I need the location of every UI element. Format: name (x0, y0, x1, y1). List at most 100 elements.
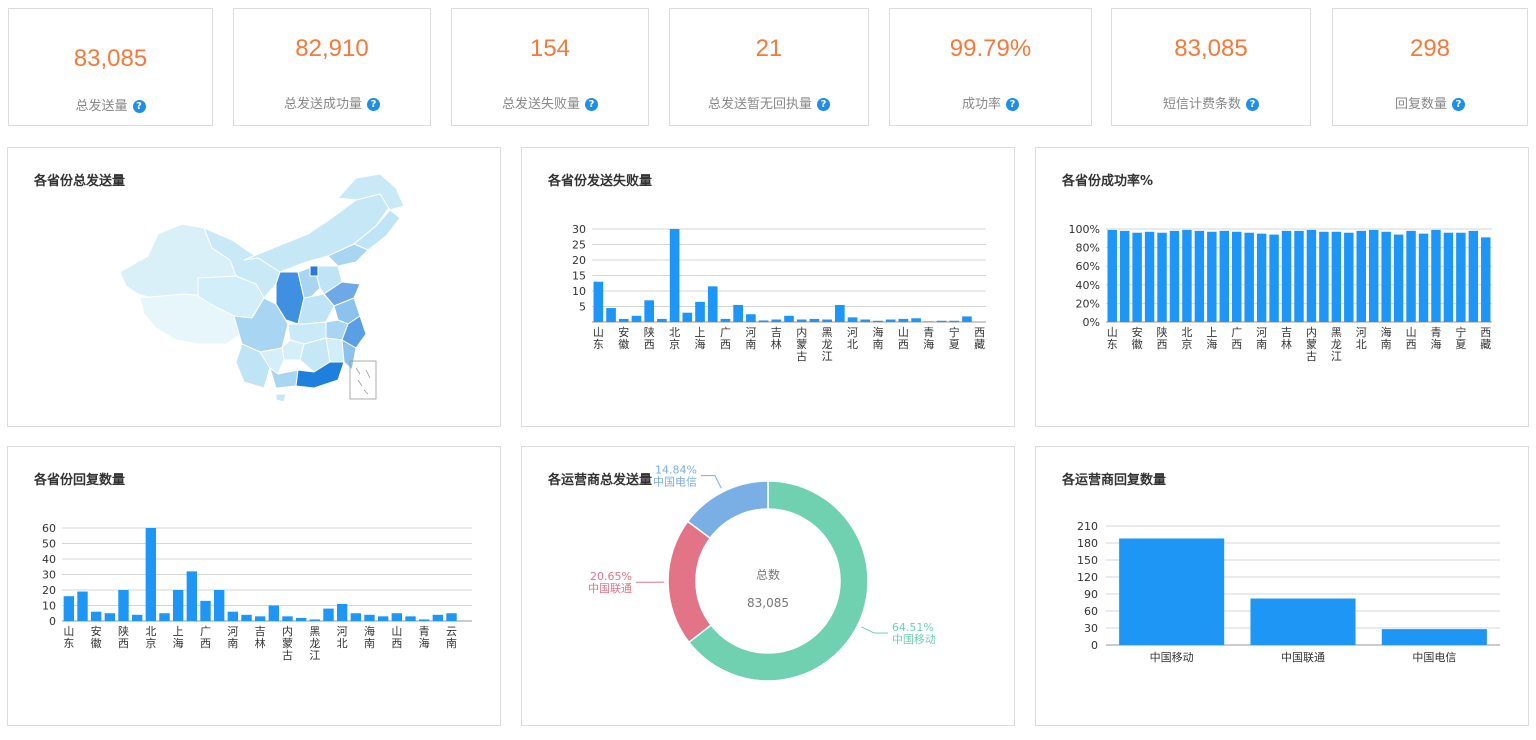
kpi-value: 83,085 (1174, 35, 1248, 62)
y-tick-label: 50 (42, 538, 56, 551)
bar (309, 619, 321, 621)
bar (847, 317, 858, 322)
map-region[interactable] (309, 265, 319, 277)
map-region[interactable] (269, 367, 299, 389)
map-region[interactable] (327, 243, 369, 267)
y-tick-label: 30 (42, 569, 56, 582)
bar (962, 316, 972, 322)
y-tick-label: 25 (572, 239, 586, 252)
bar (1406, 230, 1416, 322)
y-tick-label: 5 (579, 301, 586, 314)
map-region[interactable] (275, 393, 287, 403)
map-region[interactable] (341, 339, 357, 371)
slice-name-label: 中国联通 (588, 582, 632, 595)
y-tick-label: 120 (1077, 571, 1098, 584)
x-tick-label: 中国移动 (1150, 651, 1194, 664)
kpi-label: 总发送暂无回执量 (707, 97, 812, 112)
panel-province-map: 各省份总发送量 (7, 147, 501, 427)
help-icon[interactable]: ? (132, 100, 146, 113)
help-icon[interactable]: ? (1246, 98, 1259, 111)
bar (364, 614, 375, 621)
bar (771, 319, 782, 322)
x-tick-label: 陕西 (644, 325, 655, 351)
bar (227, 611, 239, 621)
bar (336, 603, 348, 621)
bar (268, 605, 280, 621)
x-tick-label: 内蒙古 (1306, 325, 1317, 363)
donut-slice (667, 520, 713, 644)
help-icon[interactable]: ? (585, 98, 598, 111)
bar (63, 596, 75, 621)
y-tick-label: 210 (1077, 520, 1098, 533)
y-tick-label: 80% (1076, 242, 1100, 255)
bar (1207, 231, 1217, 322)
kpi-card-no-receipt: 21 总发送暂无回执量? (669, 8, 869, 126)
bar (1319, 231, 1329, 322)
help-icon[interactable]: ? (1006, 98, 1019, 111)
bar (873, 320, 883, 322)
y-tick-label: 60% (1076, 260, 1100, 273)
bar (1144, 231, 1155, 322)
panel-title: 各省份回复数量 (34, 473, 126, 488)
x-tick-label: 陕西 (118, 624, 129, 650)
bar (1194, 230, 1205, 322)
bar (159, 613, 170, 621)
bar (822, 319, 832, 322)
x-tick-label: 宁夏 (949, 325, 960, 351)
china-map[interactable] (8, 148, 502, 428)
bar (200, 600, 211, 621)
bar (446, 613, 457, 621)
help-icon[interactable]: ? (817, 98, 830, 111)
y-tick-label: 40 (42, 553, 56, 566)
y-tick-label: 0% (1083, 316, 1100, 329)
x-tick-label: 河南 (1256, 326, 1267, 351)
bar (1344, 232, 1354, 322)
bar (1119, 538, 1225, 645)
bar (1132, 232, 1142, 322)
kpi-card-success-rate: 99.79% 成功率? (889, 8, 1092, 126)
kpi-label: 回复数量 (1394, 97, 1447, 112)
bar (254, 616, 266, 621)
bar (1250, 598, 1356, 645)
slice-percent-label: 14.84% (655, 464, 697, 477)
help-icon[interactable]: ? (1452, 98, 1465, 111)
kpi-label-wrap: 总发送成功量? (234, 93, 430, 112)
bar (936, 320, 947, 322)
kpi-label: 成功率 (961, 97, 1001, 112)
kpi-card-total-sent: 83,085 总发送量? (8, 8, 213, 126)
bar (669, 229, 680, 322)
bar (720, 318, 731, 322)
map-region[interactable] (337, 173, 405, 211)
bar (1281, 230, 1292, 322)
x-tick-label: 西藏 (1480, 326, 1491, 351)
y-tick-label: 90 (1084, 588, 1098, 601)
y-tick-label: 20% (1076, 297, 1100, 310)
map-region[interactable] (259, 347, 285, 375)
x-tick-label: 云南 (446, 625, 457, 650)
y-tick-label: 10 (42, 600, 56, 613)
y-tick-label: 30 (1084, 622, 1098, 635)
y-tick-label: 15 (572, 270, 586, 283)
x-tick-label: 安徽 (618, 325, 629, 351)
y-tick-label: 60 (42, 522, 56, 535)
x-tick-label: 青海 (1430, 326, 1441, 351)
map-region[interactable] (341, 315, 367, 349)
carrier-bar-chart[interactable]: 0 30 60 90 120 150 180 210 中国移动 中国联通 中国电信 (1036, 447, 1530, 727)
panel-title: 各运营商回复数量 (1062, 473, 1167, 488)
x-tick-label: 山西 (391, 625, 402, 650)
x-tick-label: 北京 (1181, 326, 1192, 351)
map-region[interactable] (243, 193, 391, 273)
x-tick-label: 内蒙古 (796, 325, 807, 363)
bar (1368, 229, 1379, 322)
y-tick-label: 0 (1091, 639, 1098, 652)
bar (1443, 232, 1454, 322)
help-icon[interactable]: ? (367, 98, 380, 111)
map-region[interactable] (295, 361, 345, 389)
bar (809, 318, 820, 322)
bar (898, 318, 909, 322)
x-tick-label: 山东 (63, 625, 74, 650)
